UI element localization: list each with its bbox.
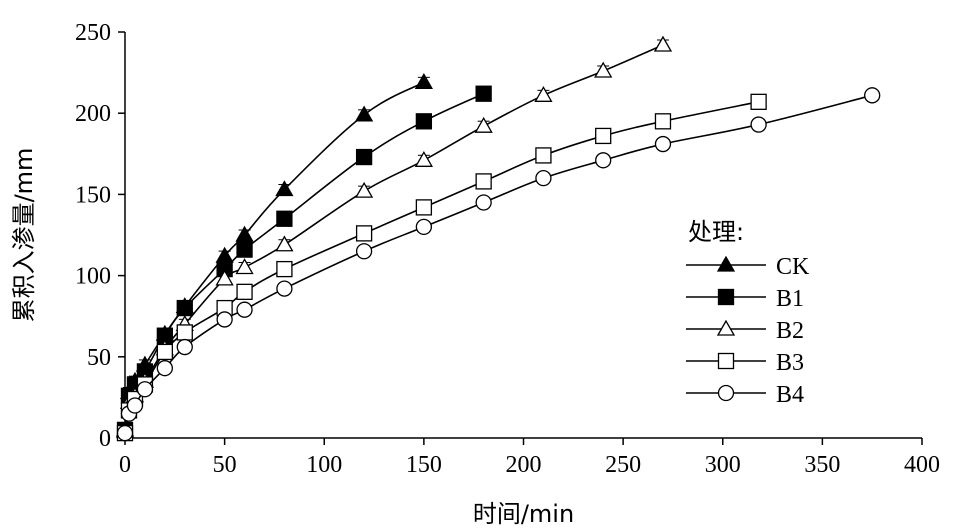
legend-item-b3: B3 <box>686 350 804 376</box>
data-point-b4 <box>864 87 881 104</box>
legend-marker-b3 <box>717 352 735 370</box>
legend-item-ck: CK <box>686 254 810 280</box>
series-line-b1 <box>124 92 484 430</box>
data-point-b4 <box>216 311 233 328</box>
data-point-b3 <box>750 93 767 110</box>
x-tick-label: 400 <box>904 452 940 478</box>
x-tick-label: 200 <box>506 452 542 478</box>
data-point-b4 <box>126 397 144 414</box>
data-point-b2 <box>215 269 234 286</box>
data-point-b2 <box>653 35 673 52</box>
data-point-b1 <box>236 241 253 258</box>
data-point-b4 <box>276 280 293 297</box>
data-point-ck <box>414 73 433 89</box>
y-tick-label: 200 <box>75 101 111 127</box>
data-point-b4 <box>355 243 373 260</box>
legend-item-b4: B4 <box>686 382 804 408</box>
data-point-b4 <box>176 338 193 356</box>
data-point-b3 <box>654 113 672 130</box>
data-point-b2 <box>275 235 294 252</box>
x-tick-label: 350 <box>804 452 840 478</box>
data-point-b1 <box>355 148 373 166</box>
x-tick-label: 100 <box>306 452 342 478</box>
x-tick-label: 150 <box>406 452 442 478</box>
data-point-b1 <box>415 113 433 130</box>
legend-marker-ck <box>716 255 736 272</box>
data-point-b3 <box>176 324 193 341</box>
y-tick-label: 0 <box>99 426 111 452</box>
data-point-b4 <box>156 360 174 377</box>
data-point-b4 <box>415 218 433 236</box>
data-point-b1 <box>176 299 193 317</box>
y-tick-label: 150 <box>75 182 111 208</box>
y-tick-label: 100 <box>75 264 111 290</box>
legend-label-b3: B3 <box>776 350 804 376</box>
series-line-ck <box>124 81 425 430</box>
data-point-b2 <box>534 86 553 102</box>
legend-label-ck: CK <box>776 254 810 280</box>
legend-label-b2: B2 <box>776 318 804 344</box>
data-point-b3 <box>595 127 612 145</box>
data-point-ck <box>354 105 374 122</box>
data-point-b4 <box>750 116 767 133</box>
data-point-b2 <box>235 258 254 275</box>
legend-item-b2: B2 <box>686 318 804 344</box>
series-b1 <box>116 85 492 439</box>
series-b4 <box>116 87 881 442</box>
axes: 0 50 100 150 200 250 300 350 400 0 50 100 150 200 250 <box>75 20 940 478</box>
legend-item-b1: B1 <box>686 286 804 312</box>
data-point-b4 <box>654 135 672 153</box>
data-point-b4 <box>595 152 612 169</box>
data-point-ck <box>275 180 294 197</box>
data-point-b3 <box>236 283 253 300</box>
data-point-b3 <box>415 199 433 216</box>
data-point-b3 <box>156 343 174 361</box>
data-point-b1 <box>475 85 492 102</box>
data-point-b4 <box>236 301 253 318</box>
x-tick-label: 50 <box>213 452 237 478</box>
data-point-b4 <box>116 424 134 442</box>
legend-label-b4: B4 <box>776 382 804 408</box>
legend-label-b1: B1 <box>776 286 804 312</box>
y-tick-label: 250 <box>75 20 111 46</box>
data-point-b2 <box>414 150 433 167</box>
data-point-b3 <box>355 225 373 242</box>
data-point-b1 <box>276 210 293 227</box>
y-tick-label: 50 <box>87 345 111 371</box>
x-tick-label: 250 <box>605 452 641 478</box>
legend-marker-b2 <box>716 319 736 336</box>
data-point-ck <box>235 225 254 242</box>
x-tick-label: 0 <box>119 452 131 478</box>
x-axis-title: 时间/min <box>473 500 574 528</box>
data-point-b2 <box>474 116 493 133</box>
legend: CK B1 B2 B3 B4 <box>686 254 810 408</box>
data-point-b4 <box>475 194 492 211</box>
data-point-b4 <box>535 170 552 187</box>
data-point-b2 <box>594 61 613 78</box>
data-point-b3 <box>475 173 492 190</box>
data-point-b3 <box>535 147 552 164</box>
x-tick-label: 300 <box>705 452 741 478</box>
series-layer <box>115 35 881 442</box>
data-point-b4 <box>136 381 154 398</box>
legend-title: 处理: <box>688 218 744 246</box>
series-ck <box>115 73 433 437</box>
data-point-b3 <box>276 260 293 278</box>
legend-marker-b1 <box>717 288 735 306</box>
legend-marker-b4 <box>717 384 735 402</box>
data-point-b2 <box>354 181 374 198</box>
y-axis-title: 累积入渗量/mm <box>10 148 38 323</box>
